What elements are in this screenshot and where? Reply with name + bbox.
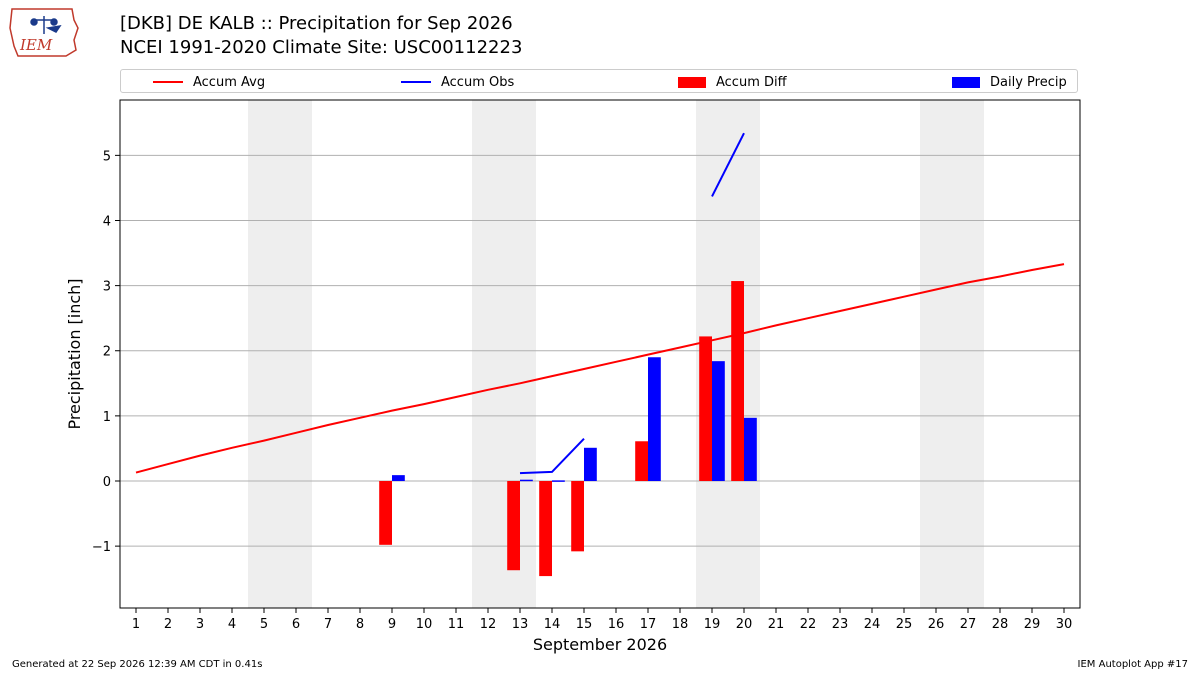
x-tick-label: 25: [896, 617, 913, 632]
weather-station-icon: [30, 16, 62, 34]
x-tick-label: 21: [768, 617, 785, 632]
plot-frame: [119, 99, 1081, 609]
x-tick-label: 11: [448, 617, 465, 632]
weekend-shade: [472, 100, 536, 608]
legend-patch-swatch: [952, 76, 980, 88]
x-tick-label: 20: [736, 617, 753, 632]
legend-line-swatch: [153, 81, 183, 83]
x-tick-label: 27: [960, 617, 977, 632]
legend-item-accum-avg: Accum Avg: [153, 73, 265, 91]
daily-precip-bar: [520, 479, 533, 482]
x-tick-label: 12: [480, 617, 497, 632]
legend-line-swatch: [401, 81, 431, 83]
legend-patch-swatch: [678, 76, 706, 88]
weekend-shade: [248, 100, 312, 608]
x-tick-label: 5: [260, 617, 268, 632]
y-tick-label: 2: [103, 345, 111, 360]
x-tick-label: 6: [292, 617, 300, 632]
daily-precip-bar: [392, 475, 405, 481]
x-tick-label: 19: [704, 617, 721, 632]
x-tick-label: 10: [416, 617, 433, 632]
x-tick-label: 30: [1056, 617, 1073, 632]
legend-label: Accum Avg: [193, 74, 266, 90]
accum-obs-line: [711, 132, 745, 197]
accum-diff-bar: [507, 481, 520, 571]
accum-avg-line: [135, 263, 1065, 474]
legend-item-accum-obs: Accum Obs: [401, 73, 514, 91]
y-tick-label: 5: [103, 149, 111, 164]
x-tick-label: 2: [164, 617, 172, 632]
legend-label: Daily Precip: [990, 74, 1067, 90]
x-tick-label: 1: [132, 617, 140, 632]
x-tick-label: 18: [672, 617, 689, 632]
y-tick-label: −1: [92, 540, 111, 555]
y-tick-label: 0: [103, 475, 111, 490]
footer-app: IEM Autoplot App #17: [1077, 659, 1188, 670]
x-tick-label: 17: [640, 617, 657, 632]
iem-logo: IEM: [9, 8, 79, 57]
legend-label: Accum Diff: [716, 74, 787, 90]
y-tick-label: 3: [103, 280, 111, 295]
logo-text: IEM: [19, 36, 53, 54]
x-axis-label: September 2026: [533, 635, 667, 654]
legend-item-daily-precip: Daily Precip: [952, 73, 1067, 91]
x-tick-label: 4: [228, 617, 236, 632]
accum-diff-bar: [699, 336, 712, 481]
chart-subtitle: NCEI 1991-2020 Climate Site: USC00112223: [120, 37, 523, 58]
daily-precip-bar: [744, 417, 757, 481]
daily-precip-bar: [584, 447, 597, 481]
x-tick-label: 28: [992, 617, 1009, 632]
x-tick-label: 24: [864, 617, 881, 632]
accum-diff-bar: [635, 441, 648, 481]
x-tick-label: 23: [832, 617, 849, 632]
accum-diff-bar: [731, 281, 744, 481]
x-tick-label: 7: [324, 617, 332, 632]
legend-item-accum-diff: Accum Diff: [678, 73, 787, 91]
daily-precip-bar: [648, 357, 661, 481]
chart-title: [DKB] DE KALB :: Precipitation for Sep 2…: [120, 13, 513, 34]
x-tick-label: 26: [928, 617, 945, 632]
x-tick-label: 13: [512, 617, 529, 632]
daily-precip-bar: [712, 361, 725, 481]
accum-diff-bar: [379, 481, 392, 545]
y-tick-label: 4: [103, 214, 111, 229]
legend-label: Accum Obs: [441, 74, 515, 90]
accum-obs-line: [519, 437, 585, 475]
accum-diff-bar: [571, 481, 584, 552]
accum-diff-bar: [539, 481, 552, 577]
chart-legend: Accum Avg Accum Obs Accum Diff Daily Pre…: [120, 69, 1078, 93]
x-tick-label: 3: [196, 617, 204, 632]
y-tick-label: 1: [103, 410, 111, 425]
x-tick-label: 9: [388, 617, 396, 632]
y-axis-label: Precipitation [inch]: [65, 278, 84, 429]
x-tick-label: 29: [1024, 617, 1041, 632]
x-tick-label: 8: [356, 617, 364, 632]
weekend-shade: [920, 100, 984, 608]
x-tick-label: 15: [576, 617, 593, 632]
footer-generated: Generated at 22 Sep 2026 12:39 AM CDT in…: [12, 659, 263, 670]
daily-precip-bar: [552, 480, 565, 482]
x-tick-label: 14: [544, 617, 561, 632]
x-tick-label: 16: [608, 617, 625, 632]
x-tick-label: 22: [800, 617, 817, 632]
